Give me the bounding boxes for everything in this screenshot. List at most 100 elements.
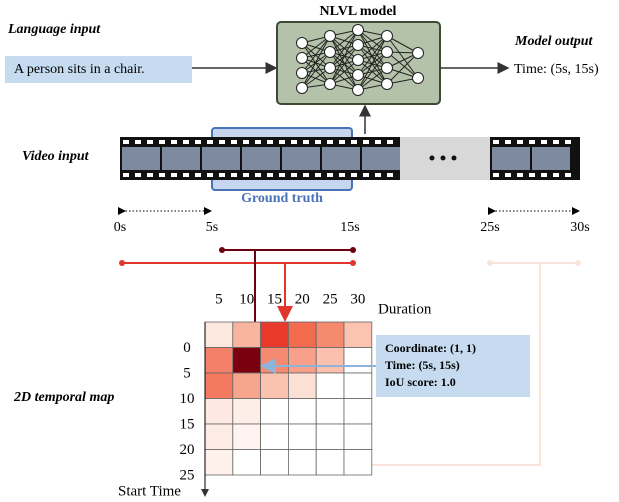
map-cell xyxy=(232,449,262,476)
map-cell xyxy=(315,449,345,476)
hole xyxy=(231,173,237,177)
hole xyxy=(207,173,213,177)
hole xyxy=(387,173,393,177)
hole xyxy=(327,173,333,177)
hole xyxy=(339,140,345,144)
map-cell xyxy=(204,347,234,374)
net-node xyxy=(324,30,336,42)
column-label: 5 xyxy=(215,291,223,307)
hole xyxy=(541,140,547,144)
net-node xyxy=(324,78,336,90)
hole xyxy=(255,173,261,177)
hole xyxy=(267,173,273,177)
row-label: 0 xyxy=(183,340,191,356)
map-cell xyxy=(343,347,373,374)
net-edge xyxy=(357,51,388,91)
hole xyxy=(315,173,321,177)
hole xyxy=(529,140,535,144)
map-cell xyxy=(343,398,373,425)
hole xyxy=(135,173,141,177)
time-label: 15s xyxy=(340,220,359,235)
map-cell xyxy=(315,347,345,374)
callout-line: IoU score: 1.0 xyxy=(385,375,456,389)
map-cell xyxy=(343,372,373,399)
net-node xyxy=(296,52,308,64)
language-label: Language input xyxy=(7,22,101,37)
hole xyxy=(123,140,129,144)
hole xyxy=(183,140,189,144)
net-node xyxy=(381,78,393,90)
hole xyxy=(171,173,177,177)
hole xyxy=(195,173,201,177)
row-axis-label: Start Time xyxy=(118,483,181,499)
map-cell xyxy=(287,347,317,374)
endpoint xyxy=(350,247,356,253)
row-label: 15 xyxy=(180,417,195,433)
map-cell xyxy=(260,321,289,348)
map-cell xyxy=(315,372,345,399)
ellipsis-dot xyxy=(440,155,446,161)
map-cell xyxy=(260,372,289,399)
column-label: 20 xyxy=(295,291,310,307)
model-label: NLVL model xyxy=(320,4,397,19)
endpoint xyxy=(575,260,581,266)
map-cell xyxy=(232,423,262,450)
ellipsis-dot xyxy=(429,155,435,161)
hole xyxy=(243,140,249,144)
hole xyxy=(279,140,285,144)
net-node xyxy=(296,37,308,49)
time-label: 30s xyxy=(570,220,589,235)
map-cell xyxy=(260,423,289,450)
time-label: 25s xyxy=(480,220,499,235)
hole xyxy=(363,140,369,144)
hole xyxy=(291,140,297,144)
net-edge xyxy=(301,35,331,74)
net-node xyxy=(296,67,308,79)
frame xyxy=(492,147,530,170)
map-cell xyxy=(232,372,262,399)
output-label: Model output xyxy=(514,34,594,49)
hole xyxy=(565,140,571,144)
hole xyxy=(339,173,345,177)
hole xyxy=(529,173,535,177)
map-cell xyxy=(232,398,262,425)
hole xyxy=(195,140,201,144)
net-edge xyxy=(386,52,419,85)
frame xyxy=(532,147,570,170)
net-edge xyxy=(301,35,331,89)
map-cell xyxy=(315,321,345,348)
map-cell xyxy=(260,347,289,374)
map-cell xyxy=(232,321,262,348)
map-cell xyxy=(343,423,373,450)
net-edge xyxy=(329,29,359,69)
map-cell xyxy=(204,398,234,425)
net-node xyxy=(352,69,364,81)
hole xyxy=(553,140,559,144)
column-label: 25 xyxy=(323,291,338,307)
net-edge xyxy=(357,35,388,61)
hole xyxy=(219,140,225,144)
video-label: Video input xyxy=(22,149,90,164)
hole xyxy=(493,173,499,177)
hole xyxy=(243,173,249,177)
hole xyxy=(351,173,357,177)
hole xyxy=(303,140,309,144)
net-edge xyxy=(329,44,359,85)
hole xyxy=(171,140,177,144)
hole xyxy=(255,140,261,144)
hole xyxy=(517,140,523,144)
hole xyxy=(231,140,237,144)
hole xyxy=(183,173,189,177)
hole xyxy=(375,173,381,177)
column-axis-label: Duration xyxy=(378,301,432,317)
map-cell xyxy=(204,423,234,450)
endpoint xyxy=(219,247,225,253)
map-cell xyxy=(287,321,317,348)
hole xyxy=(553,173,559,177)
time-label: 0s xyxy=(114,220,126,235)
net-node xyxy=(352,24,364,36)
hole xyxy=(315,140,321,144)
hole xyxy=(159,140,165,144)
map-cell xyxy=(260,398,289,425)
